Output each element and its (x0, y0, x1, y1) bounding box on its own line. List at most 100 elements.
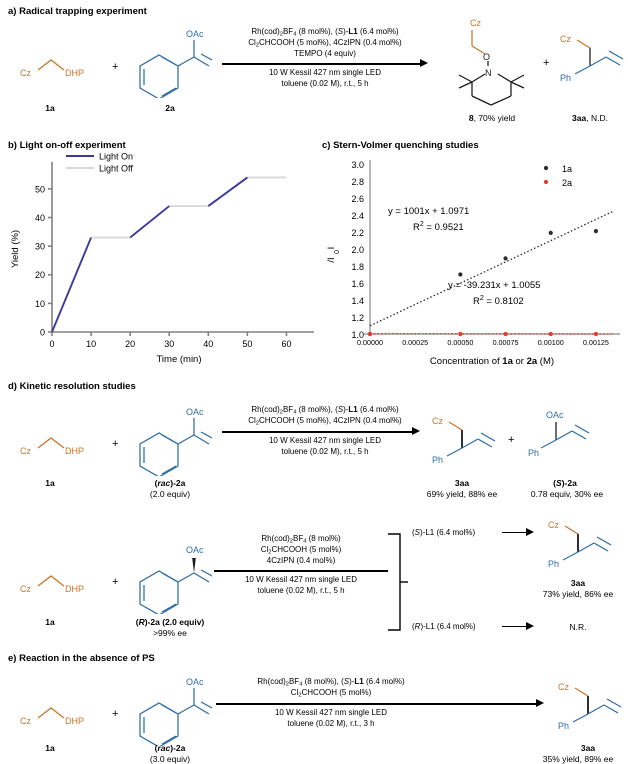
reaction-arrow-head-e (536, 699, 544, 707)
label-3aa-panel-e: 3aa (548, 743, 628, 753)
conditions-a-line4: 10 W Kessil 427 nm single LED (222, 68, 428, 79)
svg-text:Cz: Cz (20, 716, 31, 726)
label-1a-panel-a: 1a (30, 103, 70, 113)
svg-text:DHP: DHP (65, 716, 84, 726)
svg-text:30: 30 (164, 339, 174, 349)
plus-sign-d1: + (112, 438, 118, 450)
svg-text:y = 1001x + 1.0971: y = 1001x + 1.0971 (388, 206, 469, 217)
svg-text:60: 60 (281, 339, 291, 349)
svg-text:Cz: Cz (20, 68, 31, 78)
label-3aa-panel-d2: 3aa (538, 578, 618, 588)
conditions-a-line3: TEMPO (4 equiv) (222, 49, 428, 60)
structure-1a-panel-d1: Cz DHP (18, 430, 110, 464)
panel-b-title: b) Light on-off experiment (8, 140, 126, 151)
structure-3aa-panel-d2: Cz Ph (548, 516, 614, 576)
structure-1a-panel-e: Cz DHP (18, 700, 110, 734)
branch-arrow-top-d2 (502, 532, 528, 533)
plus-sign-a1: + (112, 61, 118, 73)
svg-text:2.6: 2.6 (351, 194, 364, 204)
branch-bracket-d2 (386, 530, 410, 634)
svg-text:Cz: Cz (20, 446, 31, 456)
structure-rac-2a-panel-d1: OAc (128, 404, 212, 476)
structure-R-2a-panel-d2: OAc (128, 542, 212, 614)
svg-text:Cz: Cz (558, 682, 569, 692)
svg-text:1.2: 1.2 (351, 313, 364, 323)
svg-text:40: 40 (35, 213, 45, 223)
structure-1a-panel-d2: Cz DHP (18, 568, 110, 602)
svg-text:1.4: 1.4 (351, 296, 364, 306)
result-3aa-panel-d1: 69% yield, 88% ee (412, 489, 512, 499)
svg-text:2.2: 2.2 (351, 228, 364, 238)
svg-text:0: 0 (49, 339, 54, 349)
svg-text:Light Off: Light Off (99, 164, 133, 174)
label-1a-panel-d1: 1a (30, 478, 70, 488)
ee-R2a-panel-d2: >99% ee (130, 628, 210, 638)
conditions-d2-line5: toluene (0.02 M), r.t., 5 h (214, 586, 388, 597)
S-italic-d1: S (556, 478, 562, 488)
reaction-arrow-a (222, 63, 422, 65)
svg-text:Cz: Cz (548, 520, 559, 530)
conditions-d2-line3: 4CzIPN (0.4 mol%) (222, 556, 380, 567)
svg-text:Cz: Cz (432, 416, 443, 426)
svg-text:Cz: Cz (20, 584, 31, 594)
label-rac2a-panel-d1: (rac)-2a (130, 478, 210, 488)
conditions-e-line3: 10 W Kessil 427 nm single LED (228, 708, 434, 719)
conditions-a-line5: toluene (0.02 M), r.t., 5 h (222, 79, 428, 90)
svg-text:50: 50 (35, 184, 45, 194)
svg-text:0.00050: 0.00050 (447, 338, 473, 347)
result-3aa-panel-e: 35% yield, 89% ee (528, 754, 628, 764)
rac-italic: rac (157, 478, 170, 488)
label-1a-panel-d2: 1a (30, 617, 70, 627)
svg-text:0.00100: 0.00100 (538, 338, 564, 347)
label-1a-panel-e: 1a (30, 743, 70, 753)
label-3aa-panel-d1: 3aa (422, 478, 502, 488)
branch-arrow-bottom-d2 (502, 626, 528, 627)
branch-arrow-head-bottom-d2 (526, 622, 534, 630)
panel-c-title: c) Stern-Volmer quenching studies (322, 140, 479, 151)
conditions-e-line2: Cl2CHCOOH (5 mol%) (228, 688, 434, 701)
svg-text:10: 10 (86, 339, 96, 349)
result-nr-panel-d2: N.R. (538, 622, 618, 632)
conditions-e-line4: toluene (0.02 M), r.t., 3 h (228, 719, 434, 730)
svg-text:y = -39.231x + 1.0055: y = -39.231x + 1.0055 (448, 280, 540, 291)
svg-text:Cz: Cz (560, 34, 571, 44)
conditions-d1-line4: toluene (0.02 M), r.t., 5 h (222, 447, 428, 458)
svg-text:R2 = 0.8102: R2 = 0.8102 (473, 295, 524, 307)
structure-rac-2a-panel-e: OAc (128, 674, 212, 746)
svg-text:50: 50 (242, 339, 252, 349)
plus-sign-e: + (112, 708, 118, 720)
result-S2a-panel-d1: 0.78 equiv, 30% ee (512, 489, 622, 499)
reaction-arrow-d1 (222, 431, 414, 433)
svg-text:OAc: OAc (186, 407, 204, 417)
svg-text:Yield (%): Yield (%) (10, 230, 21, 268)
R-italic-d2: R (139, 617, 145, 627)
product-3aa-label-a: 3aa, N.D. (552, 113, 628, 123)
structure-1a-panel-a: Cz DHP (18, 52, 110, 86)
svg-text:20: 20 (125, 339, 135, 349)
svg-text:30: 30 (35, 242, 45, 252)
structure-3aa-panel-e: Cz Ph (558, 678, 624, 740)
branch-label-bottom-d2: (R)-L1 (6.4 mol%) (412, 622, 476, 631)
svg-text:1.8: 1.8 (351, 262, 364, 272)
reaction-arrow-head-a (420, 59, 428, 67)
svg-text:1a: 1a (562, 164, 572, 174)
svg-text:OAc: OAc (186, 677, 204, 687)
structure-3aa-panel-a: Cz Ph (560, 30, 626, 92)
label-R2a-panel-d2: (R)-2a (2.0 equiv) (118, 617, 222, 627)
conditions-d2-line4: 10 W Kessil 427 nm single LED (214, 575, 388, 586)
svg-text:20: 20 (35, 270, 45, 280)
branch-arrow-head-top-d2 (526, 528, 534, 536)
svg-text:N: N (485, 68, 492, 78)
svg-text:Light On: Light On (99, 152, 133, 162)
structure-2a-panel-a: OAc (128, 26, 212, 98)
reaction-arrow-e (216, 703, 538, 705)
svg-text:DHP: DHP (65, 446, 84, 456)
conditions-d1-line3: 10 W Kessil 427 nm single LED (222, 436, 428, 447)
svg-text:/I: /I (326, 257, 337, 262)
rac-italic-e: rac (157, 743, 170, 753)
equiv-rac2a-panel-d1: (2.0 equiv) (130, 489, 210, 499)
branch-label-top-d2: (S)-L1 (6.4 mol%) (412, 528, 475, 537)
label-rac2a-panel-e: (rac)-2a (130, 743, 210, 753)
svg-text:I: I (326, 247, 337, 250)
